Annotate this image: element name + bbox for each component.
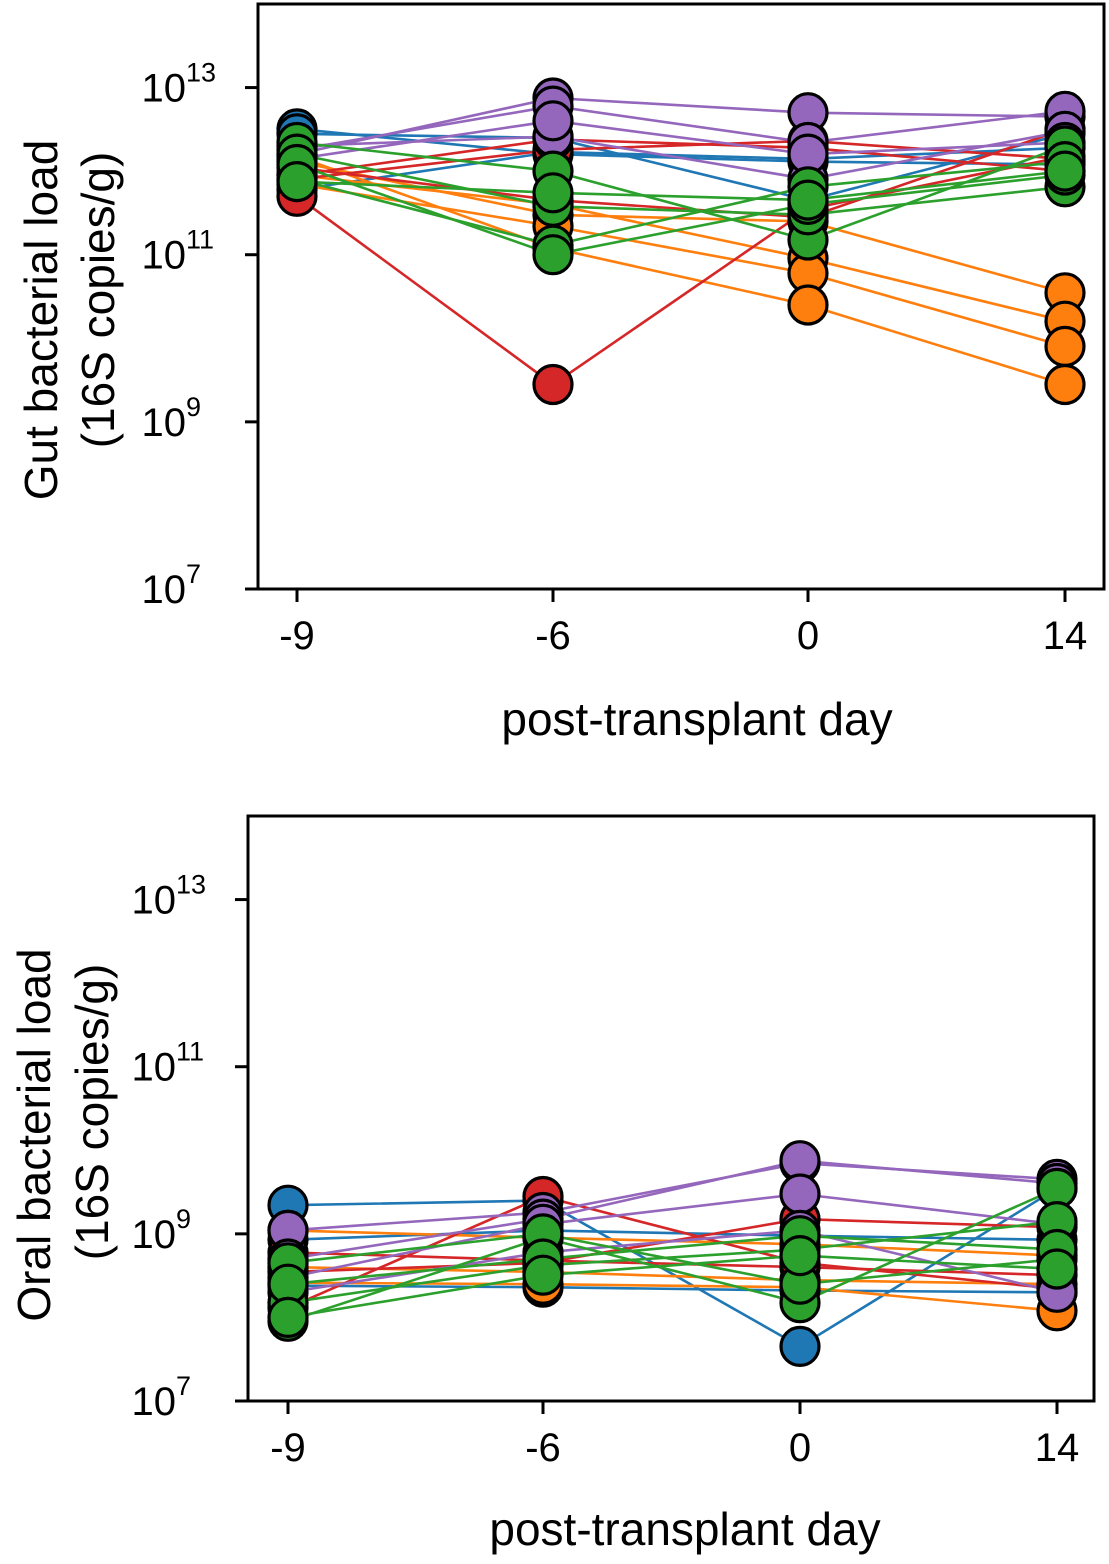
oral-series-line	[287, 1187, 1058, 1323]
gut-series-line	[296, 130, 1066, 181]
gut-series-line	[296, 104, 1066, 152]
gut-plot-frame	[256, 2, 1106, 591]
gut-series-line	[296, 139, 1066, 181]
oral-series-line	[287, 1232, 1058, 1286]
oral-y-tick-label-base: 10	[132, 879, 177, 923]
gut-y-axis-label-line1: Gut bacterial load	[15, 140, 67, 501]
oral-data-point	[779, 1325, 821, 1368]
gut-x-axis: -9 -6 0 14	[279, 589, 1087, 658]
gut-data-point	[532, 234, 574, 276]
gut-data-point	[787, 179, 829, 221]
gut-data-point	[1044, 363, 1086, 406]
oral-y-tick-label-base: 10	[132, 1213, 177, 1257]
gut-x-tick-label: 14	[1043, 614, 1088, 658]
gut-y-tick-label-base: 10	[142, 67, 187, 111]
oral-data-point	[779, 1234, 821, 1277]
oral-series-line	[287, 1265, 1058, 1286]
oral-y-tick-label-base: 10	[132, 1380, 177, 1424]
oral-data-point	[267, 1296, 309, 1339]
gut-data-point	[532, 363, 574, 406]
gut-series-line	[296, 146, 1066, 191]
gut-y-tick-label-exp: 13	[186, 58, 216, 88]
gut-data-point	[532, 172, 574, 214]
gut-series-line	[296, 96, 1066, 156]
gut-series-line	[296, 169, 1066, 202]
gut-series-line	[296, 163, 1066, 257]
gut-y-tick-label-base: 10	[142, 568, 187, 612]
oral-series-line	[287, 1284, 1058, 1294]
oral-y-tick-label-exp: 7	[176, 1371, 191, 1401]
gut-y-tick-label-base: 10	[142, 234, 187, 278]
gut-series-line	[296, 152, 1066, 217]
gut-y-axis-label-line2: (16S copies/g)	[72, 152, 124, 449]
oral-data-point	[1036, 1248, 1078, 1290]
gut-series-line	[296, 119, 1066, 161]
oral-y-axis-label-line1: Oral bacterial load	[8, 948, 60, 1321]
oral-x-tick-label: -6	[525, 1426, 561, 1470]
gut-x-tick-label: -9	[279, 614, 315, 658]
oral-series-line	[287, 1254, 1058, 1319]
oral-series-lines	[287, 1159, 1058, 1348]
oral-series-line	[287, 1192, 1058, 1279]
gut-x-tick-label: 0	[797, 614, 819, 658]
gut-series-line	[296, 155, 1066, 386]
oral-y-axis-label-line2: (16S copies/g)	[66, 964, 118, 1261]
oral-series-line	[287, 1159, 1058, 1261]
gut-series-line	[296, 132, 1066, 202]
gut-series-line	[296, 173, 1066, 323]
gut-y-tick-label-exp: 9	[186, 392, 201, 422]
oral-y-tick-label-exp: 13	[176, 870, 206, 900]
gut-x-axis-label: post-transplant day	[501, 693, 892, 745]
oral-series-points	[267, 1140, 1078, 1368]
gut-y-tick-label-exp: 7	[186, 559, 201, 589]
oral-plot-frame	[246, 814, 1096, 1403]
oral-series-line	[287, 1234, 1058, 1286]
gut-data-point	[1044, 150, 1086, 192]
oral-data-point	[779, 1173, 821, 1215]
gut-y-tick-label-exp: 11	[186, 225, 214, 255]
gut-data-point	[532, 100, 574, 142]
oral-x-tick-label: 0	[789, 1426, 811, 1470]
oral-data-point	[522, 1254, 564, 1296]
oral-y-tick-label-base: 10	[132, 1046, 177, 1090]
gut-data-point	[1044, 325, 1086, 367]
gut-series-line	[296, 155, 1066, 387]
gut-series-line	[296, 182, 1066, 348]
oral-x-tick-label: -9	[270, 1426, 306, 1470]
oral-y-tick-label-exp: 9	[176, 1204, 191, 1234]
gut-data-point	[276, 161, 318, 203]
oral-y-tick-label-exp: 11	[176, 1037, 204, 1067]
oral-x-axis: -9 -6 0 14	[270, 1401, 1079, 1470]
oral-x-tick-label: 14	[1035, 1426, 1080, 1470]
gut-series-lines	[296, 96, 1066, 387]
gut-data-point	[787, 284, 829, 326]
gut-series-line	[296, 160, 1066, 247]
oral-series-line	[287, 1220, 1058, 1304]
gut-series-points	[276, 77, 1086, 406]
gut-x-tick-label: -6	[535, 614, 571, 658]
oral-x-axis-label: post-transplant day	[489, 1503, 880, 1555]
gut-series-line	[296, 141, 1066, 242]
oral-series-line	[287, 1187, 1058, 1348]
gut-y-tick-label-base: 10	[142, 401, 187, 445]
